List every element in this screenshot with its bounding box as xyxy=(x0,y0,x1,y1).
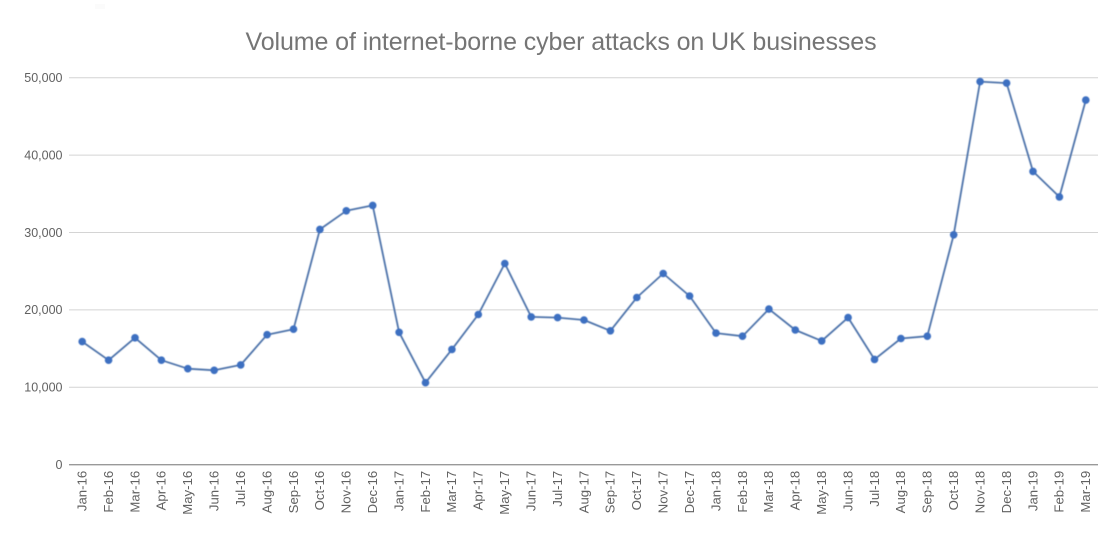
svg-text:0: 0 xyxy=(56,458,63,472)
svg-text:Apr-17: Apr-17 xyxy=(471,471,486,511)
svg-text:Mar-18: Mar-18 xyxy=(761,471,776,513)
svg-text:Oct-18: Oct-18 xyxy=(946,471,961,511)
svg-text:Sep-16: Sep-16 xyxy=(286,471,301,514)
svg-text:Jun-17: Jun-17 xyxy=(524,471,539,511)
svg-text:Apr-16: Apr-16 xyxy=(154,471,169,511)
svg-text:20,000: 20,000 xyxy=(24,303,62,317)
svg-text:May-16: May-16 xyxy=(180,471,195,515)
svg-text:30,000: 30,000 xyxy=(24,226,62,240)
svg-text:Jan-16: Jan-16 xyxy=(75,471,90,511)
svg-text:Jul-18: Jul-18 xyxy=(867,471,882,507)
svg-text:50,000: 50,000 xyxy=(24,71,62,85)
svg-text:Mar-19: Mar-19 xyxy=(1078,471,1093,513)
svg-text:Jan-19: Jan-19 xyxy=(1025,471,1040,511)
svg-text:Feb-18: Feb-18 xyxy=(735,471,750,513)
svg-text:May-18: May-18 xyxy=(814,471,829,515)
svg-text:Apr-18: Apr-18 xyxy=(788,471,803,511)
svg-text:Nov-17: Nov-17 xyxy=(656,471,671,514)
svg-text:10,000: 10,000 xyxy=(24,381,62,395)
svg-text:Mar-16: Mar-16 xyxy=(127,471,142,513)
svg-text:Sep-18: Sep-18 xyxy=(920,471,935,514)
svg-text:Aug-18: Aug-18 xyxy=(893,471,908,514)
svg-text:Nov-16: Nov-16 xyxy=(339,471,354,514)
svg-text:Dec-16: Dec-16 xyxy=(365,471,380,514)
svg-text:40,000: 40,000 xyxy=(24,148,62,162)
svg-text:Nov-18: Nov-18 xyxy=(972,471,987,514)
svg-text:Jun-16: Jun-16 xyxy=(207,471,222,511)
svg-text:Jun-18: Jun-18 xyxy=(840,471,855,511)
svg-text:Jul-17: Jul-17 xyxy=(550,471,565,507)
svg-text:Feb-17: Feb-17 xyxy=(418,471,433,513)
svg-text:Feb-19: Feb-19 xyxy=(1052,471,1067,513)
svg-text:Oct-16: Oct-16 xyxy=(312,471,327,511)
svg-text:Sep-17: Sep-17 xyxy=(603,471,618,514)
svg-text:Volume of internet-borne cyber: Volume of internet-borne cyber attacks o… xyxy=(246,28,877,56)
svg-text:Dec-18: Dec-18 xyxy=(999,471,1014,514)
svg-text:Dec-17: Dec-17 xyxy=(682,471,697,514)
svg-text:Jul-16: Jul-16 xyxy=(233,471,248,507)
svg-text:Aug-17: Aug-17 xyxy=(576,471,591,514)
svg-text:Oct-17: Oct-17 xyxy=(629,471,644,511)
svg-text:Mar-17: Mar-17 xyxy=(444,471,459,513)
svg-text:Aug-16: Aug-16 xyxy=(259,471,274,514)
svg-text:Jan-18: Jan-18 xyxy=(708,471,723,511)
svg-text:Feb-16: Feb-16 xyxy=(101,471,116,513)
svg-text:Jan-17: Jan-17 xyxy=(391,471,406,511)
svg-text:May-17: May-17 xyxy=(497,471,512,515)
